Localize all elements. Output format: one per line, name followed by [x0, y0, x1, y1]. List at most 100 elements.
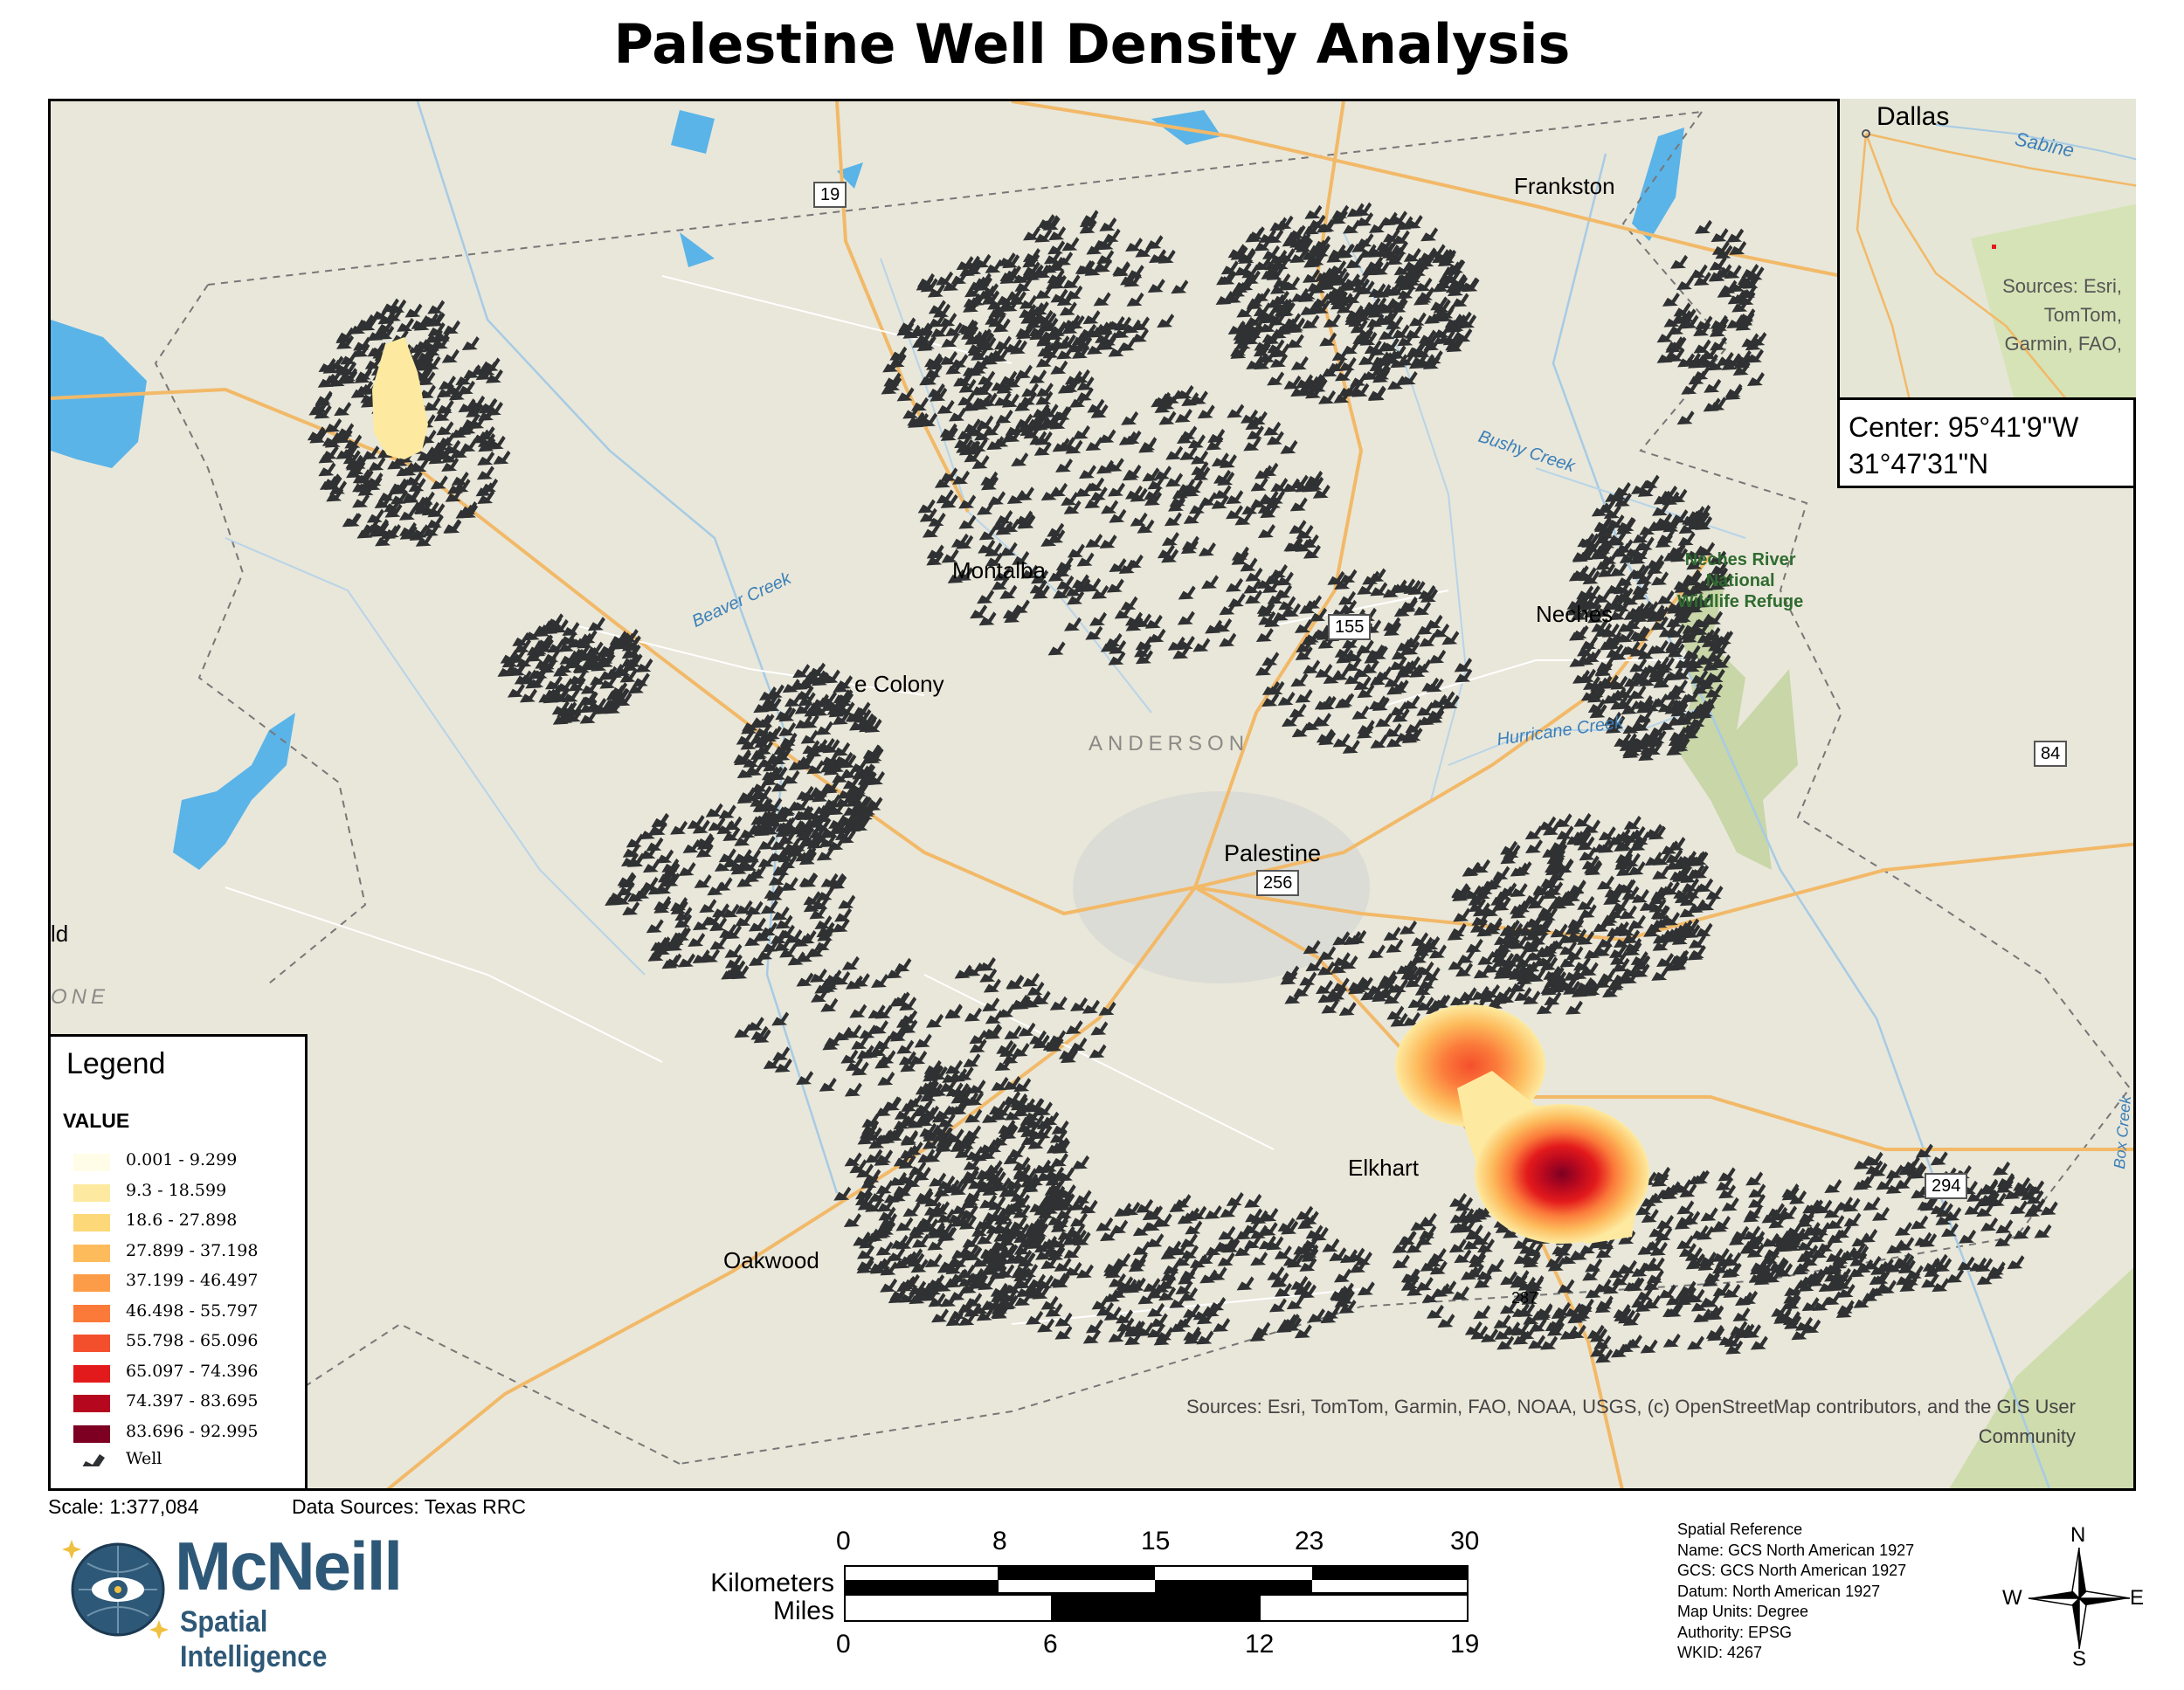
well-marker: [960, 1280, 978, 1294]
well-marker: [1282, 1314, 1300, 1328]
well-marker: [1004, 338, 1022, 353]
well-marker: [856, 1163, 874, 1178]
well-marker: [1104, 632, 1123, 647]
well-marker: [1419, 632, 1437, 647]
well-marker: [1063, 500, 1082, 514]
well-marker: [1085, 437, 1103, 452]
well-marker: [1681, 629, 1699, 644]
well-marker: [1644, 741, 1662, 755]
well-marker: [823, 794, 841, 809]
well-marker: [1333, 1268, 1351, 1283]
well-marker: [1310, 279, 1328, 294]
well-marker: [1392, 324, 1410, 339]
well-marker: [411, 458, 429, 473]
well-marker: [1180, 1245, 1199, 1259]
well-marker: [1622, 1312, 1641, 1327]
well-marker: [941, 333, 959, 348]
well-marker: [902, 404, 921, 419]
well-marker: [589, 698, 607, 713]
well-marker: [1158, 410, 1177, 425]
well-marker: [1173, 1194, 1192, 1209]
well-marker: [1607, 514, 1625, 529]
well-marker: [1530, 931, 1548, 946]
well-marker: [1334, 576, 1352, 590]
inset-map[interactable]: Dallas Sabine Sources: Esri, TomTom, Gar…: [1837, 99, 2136, 400]
well-marker: [1003, 1091, 1021, 1106]
well-marker: [1635, 694, 1653, 709]
well-marker: [1289, 520, 1307, 535]
well-marker: [850, 758, 868, 773]
well-marker: [1264, 256, 1282, 271]
well-marker: [1980, 1217, 1999, 1231]
well-marker: [646, 919, 664, 934]
well-marker: [1619, 1259, 1637, 1274]
well-marker: [341, 444, 359, 459]
well-marker: [1646, 555, 1664, 569]
well-marker: [1705, 885, 1724, 900]
well-marker: [1180, 1286, 1199, 1301]
well-marker: [1003, 1075, 1021, 1090]
well-marker: [1294, 1280, 1312, 1294]
well-marker: [1185, 1220, 1203, 1235]
well-marker: [1482, 959, 1501, 974]
well-marker: [1145, 235, 1164, 250]
well-marker: [1255, 627, 1274, 642]
well-marker: [846, 707, 864, 722]
well-marker: [1429, 1260, 1448, 1275]
well-marker: [985, 552, 1004, 567]
well-marker: [1698, 1251, 1717, 1266]
sr-line: Authority: EPSG: [1677, 1623, 1793, 1641]
well-marker: [734, 1024, 752, 1038]
well-marker: [1734, 1291, 1752, 1306]
well-marker: [971, 455, 990, 470]
well-marker: [1437, 691, 1455, 706]
well-marker: [1075, 482, 1093, 497]
well-marker: [1281, 1220, 1299, 1235]
well-marker: [1090, 1021, 1109, 1036]
well-marker: [774, 747, 792, 762]
logo-tagline: Spatial Intelligence: [180, 1605, 328, 1673]
well-marker: [1630, 666, 1648, 681]
well-marker: [1449, 1209, 1468, 1224]
well-marker: [1607, 974, 1626, 989]
well-marker: [1351, 238, 1370, 252]
well-marker: [1217, 471, 1235, 486]
well-marker: [1658, 1284, 1676, 1299]
main-map[interactable]: Frankston Montalba Palestine Elkhart Oak…: [48, 99, 2136, 1491]
well-marker: [1290, 1275, 1309, 1290]
well-marker: [314, 390, 333, 405]
well-marker: [1109, 639, 1127, 654]
well-marker: [1691, 1169, 1710, 1184]
well-marker: [1796, 1248, 1814, 1263]
well-marker: [1011, 452, 1029, 466]
well-marker: [1830, 1254, 1849, 1269]
well-marker: [1301, 1211, 1319, 1225]
well-marker: [1402, 1011, 1420, 1026]
well-marker: [1250, 1210, 1268, 1224]
well-marker: [1147, 475, 1165, 490]
well-marker: [1853, 1176, 1871, 1190]
well-marker: [737, 787, 756, 802]
well-marker: [1681, 380, 1699, 395]
well-marker: [1201, 575, 1220, 590]
well-marker: [907, 1252, 925, 1267]
well-marker: [1673, 884, 1691, 899]
well-marker: [894, 1105, 912, 1120]
scale-bar-graphic: [844, 1565, 1469, 1622]
well-marker: [1023, 226, 1041, 241]
well-marker: [724, 954, 743, 969]
well-marker: [734, 831, 752, 846]
well-marker: [849, 780, 867, 795]
well-marker: [1183, 509, 1201, 524]
well-marker: [1234, 511, 1253, 526]
well-marker: [1323, 314, 1341, 328]
well-marker: [1529, 1317, 1547, 1332]
well-marker: [1226, 577, 1244, 592]
well-marker: [1179, 445, 1198, 460]
well-marker: [1215, 291, 1234, 306]
well-marker: [1054, 458, 1073, 473]
well-marker: [535, 654, 553, 669]
well-marker: [1649, 1241, 1668, 1256]
well-marker: [905, 1141, 923, 1155]
well-marker: [1618, 1338, 1636, 1353]
